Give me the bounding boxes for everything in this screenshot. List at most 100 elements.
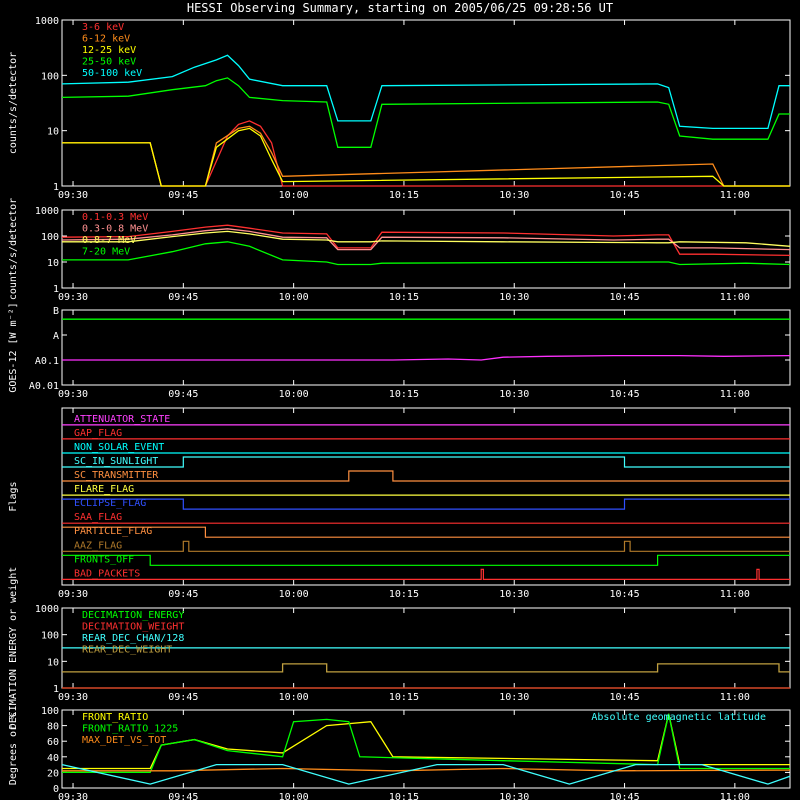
y-tick-label: A0.1 (35, 356, 59, 367)
panel-frame (61, 19, 791, 187)
flag-label: GAP_FLAG (74, 428, 122, 439)
y-tick-label: 100 (41, 71, 59, 82)
plot-title: HESSI Observing Summary, starting on 200… (187, 1, 613, 15)
y-axis-label: Flags (8, 481, 19, 511)
legend-label: 3-6 keV (82, 22, 124, 33)
x-tick-label: 10:30 (499, 792, 529, 800)
y-axis-label: Degrees or % (8, 713, 19, 785)
flag-label: AAZ_FLAG (74, 540, 122, 551)
x-tick-label: 09:45 (168, 389, 198, 400)
x-tick-label: 10:00 (279, 692, 309, 703)
y-tick-label: 1 (53, 182, 59, 193)
x-tick-label: 09:30 (58, 792, 88, 800)
legend-label: 25-50 keV (82, 57, 136, 68)
panel-hi: 1 10 100 1000 09:30 09:45 10:00 10:15 10:30 10:45… (8, 198, 791, 303)
x-tick-label: 10:00 (279, 589, 309, 600)
panel-frame (61, 209, 791, 289)
x-tick-label: 10:15 (389, 692, 419, 703)
x-tick-label: 09:30 (58, 589, 88, 600)
legend-label: REAR_DEC_CHAN/128 (82, 633, 184, 644)
series-line (61, 54, 790, 130)
y-axis-label: DECIMATION ENERGY or weight (8, 567, 19, 730)
flag-label: SAA_FLAG (74, 512, 122, 523)
x-tick-label: 11:00 (720, 589, 750, 600)
x-tick-label: 09:45 (168, 792, 198, 800)
x-tick-label: 09:45 (168, 692, 198, 703)
y-tick-label: 0 (53, 784, 59, 795)
y-axis-label: GOES-12 [W m⁻²] (8, 302, 19, 392)
x-tick-label: 10:45 (609, 692, 639, 703)
panel-lo: 1 10 100 1000 09:30 09:45 10:00 10:15 10:30 10:45… (8, 16, 791, 201)
flag-label: SC_IN_SUNLIGHT (74, 456, 158, 467)
flag-label: ATTENUATOR_STATE (74, 414, 170, 425)
panel-ratio: 0 20 40 60 80 100 09:30 09:45 10:00 10:15 10:30 10:… (8, 706, 791, 800)
series-line (62, 127, 790, 187)
x-tick-label: 10:15 (389, 589, 419, 600)
y-axis-label: counts/s/detector (8, 52, 19, 154)
y-tick-label: B (53, 306, 59, 317)
x-tick-label: 11:00 (720, 292, 750, 303)
x-tick-label: 10:45 (609, 292, 639, 303)
x-tick-label: 10:00 (279, 190, 309, 201)
x-tick-label: 10:15 (389, 190, 419, 201)
series-line (62, 713, 790, 774)
y-tick-label: 1000 (35, 16, 59, 27)
x-tick-label: 10:00 (279, 792, 309, 800)
legend-label: 50-100 keV (82, 68, 142, 79)
y-tick-label: A (53, 331, 59, 342)
x-tick-label: 09:30 (58, 190, 88, 201)
flag-line (62, 526, 790, 538)
flag-label: FRONTS_OFF (74, 554, 134, 565)
y-tick-label: 1 (53, 284, 59, 295)
x-tick-label: 09:30 (58, 292, 88, 303)
legend-label: 6-12 keV (82, 34, 130, 45)
flag-line (62, 470, 790, 482)
x-tick-label: 10:45 (609, 389, 639, 400)
x-tick-label: 11:00 (720, 792, 750, 800)
legend-label: 0.8-7 MeV (82, 235, 136, 246)
x-tick-label: 10:45 (609, 792, 639, 800)
y-tick-label: 1000 (35, 206, 59, 217)
x-tick-label: 11:00 (720, 190, 750, 201)
panel-goes: A0.01 A0.1 A B 09:30 09:45 10:00 10:15 10:30 10:4… (8, 302, 791, 400)
x-tick-label: 10:00 (279, 292, 309, 303)
x-tick-label: 10:30 (499, 389, 529, 400)
series-line (62, 230, 791, 247)
x-tick-label: 10:45 (609, 190, 639, 201)
flag-label: BAD_PACKETS (74, 568, 140, 579)
flag-line (62, 498, 790, 510)
x-tick-label: 11:00 (720, 389, 750, 400)
x-tick-label: 09:45 (168, 292, 198, 303)
legend-label: 0.1-0.3 MeV (82, 212, 148, 223)
y-tick-label: A0.01 (29, 381, 59, 392)
x-tick-label: 09:30 (58, 692, 88, 703)
y-tick-label: 1000 (35, 604, 59, 615)
y-tick-label: 20 (47, 768, 59, 779)
x-tick-label: 10:15 (389, 292, 419, 303)
panel-flags: 09:30 09:45 10:00 10:15 10:30 10:45 11:00 Flags… (8, 407, 791, 600)
legend-label: 12-25 keV (82, 45, 136, 56)
y-tick-label: 100 (41, 631, 59, 642)
x-tick-label: 10:00 (279, 389, 309, 400)
panel-frame (61, 709, 791, 789)
flag-label: ECLIPSE_FLAG (74, 498, 146, 509)
legend-label: 7-20 MeV (82, 247, 130, 258)
series-line (61, 763, 791, 785)
flag-line (62, 554, 790, 566)
x-tick-label: 10:15 (389, 389, 419, 400)
legend-label: DECIMATION_WEIGHT (82, 622, 184, 633)
y-axis-label: counts/s/detector (8, 198, 19, 300)
panel-frame (61, 407, 791, 586)
x-tick-label: 10:30 (499, 692, 529, 703)
legend-label: DECIMATION_ENERGY (82, 610, 184, 621)
y-tick-label: 100 (41, 232, 59, 243)
legend-label: 0.3-0.8 MeV (82, 224, 148, 235)
x-tick-label: 10:30 (499, 589, 529, 600)
legend-label: MAX_DET_VS_TOT (82, 735, 166, 746)
x-tick-label: 10:15 (389, 792, 419, 800)
y-tick-label: 80 (47, 722, 59, 733)
panel-frame (61, 309, 791, 386)
series-line (61, 77, 790, 148)
